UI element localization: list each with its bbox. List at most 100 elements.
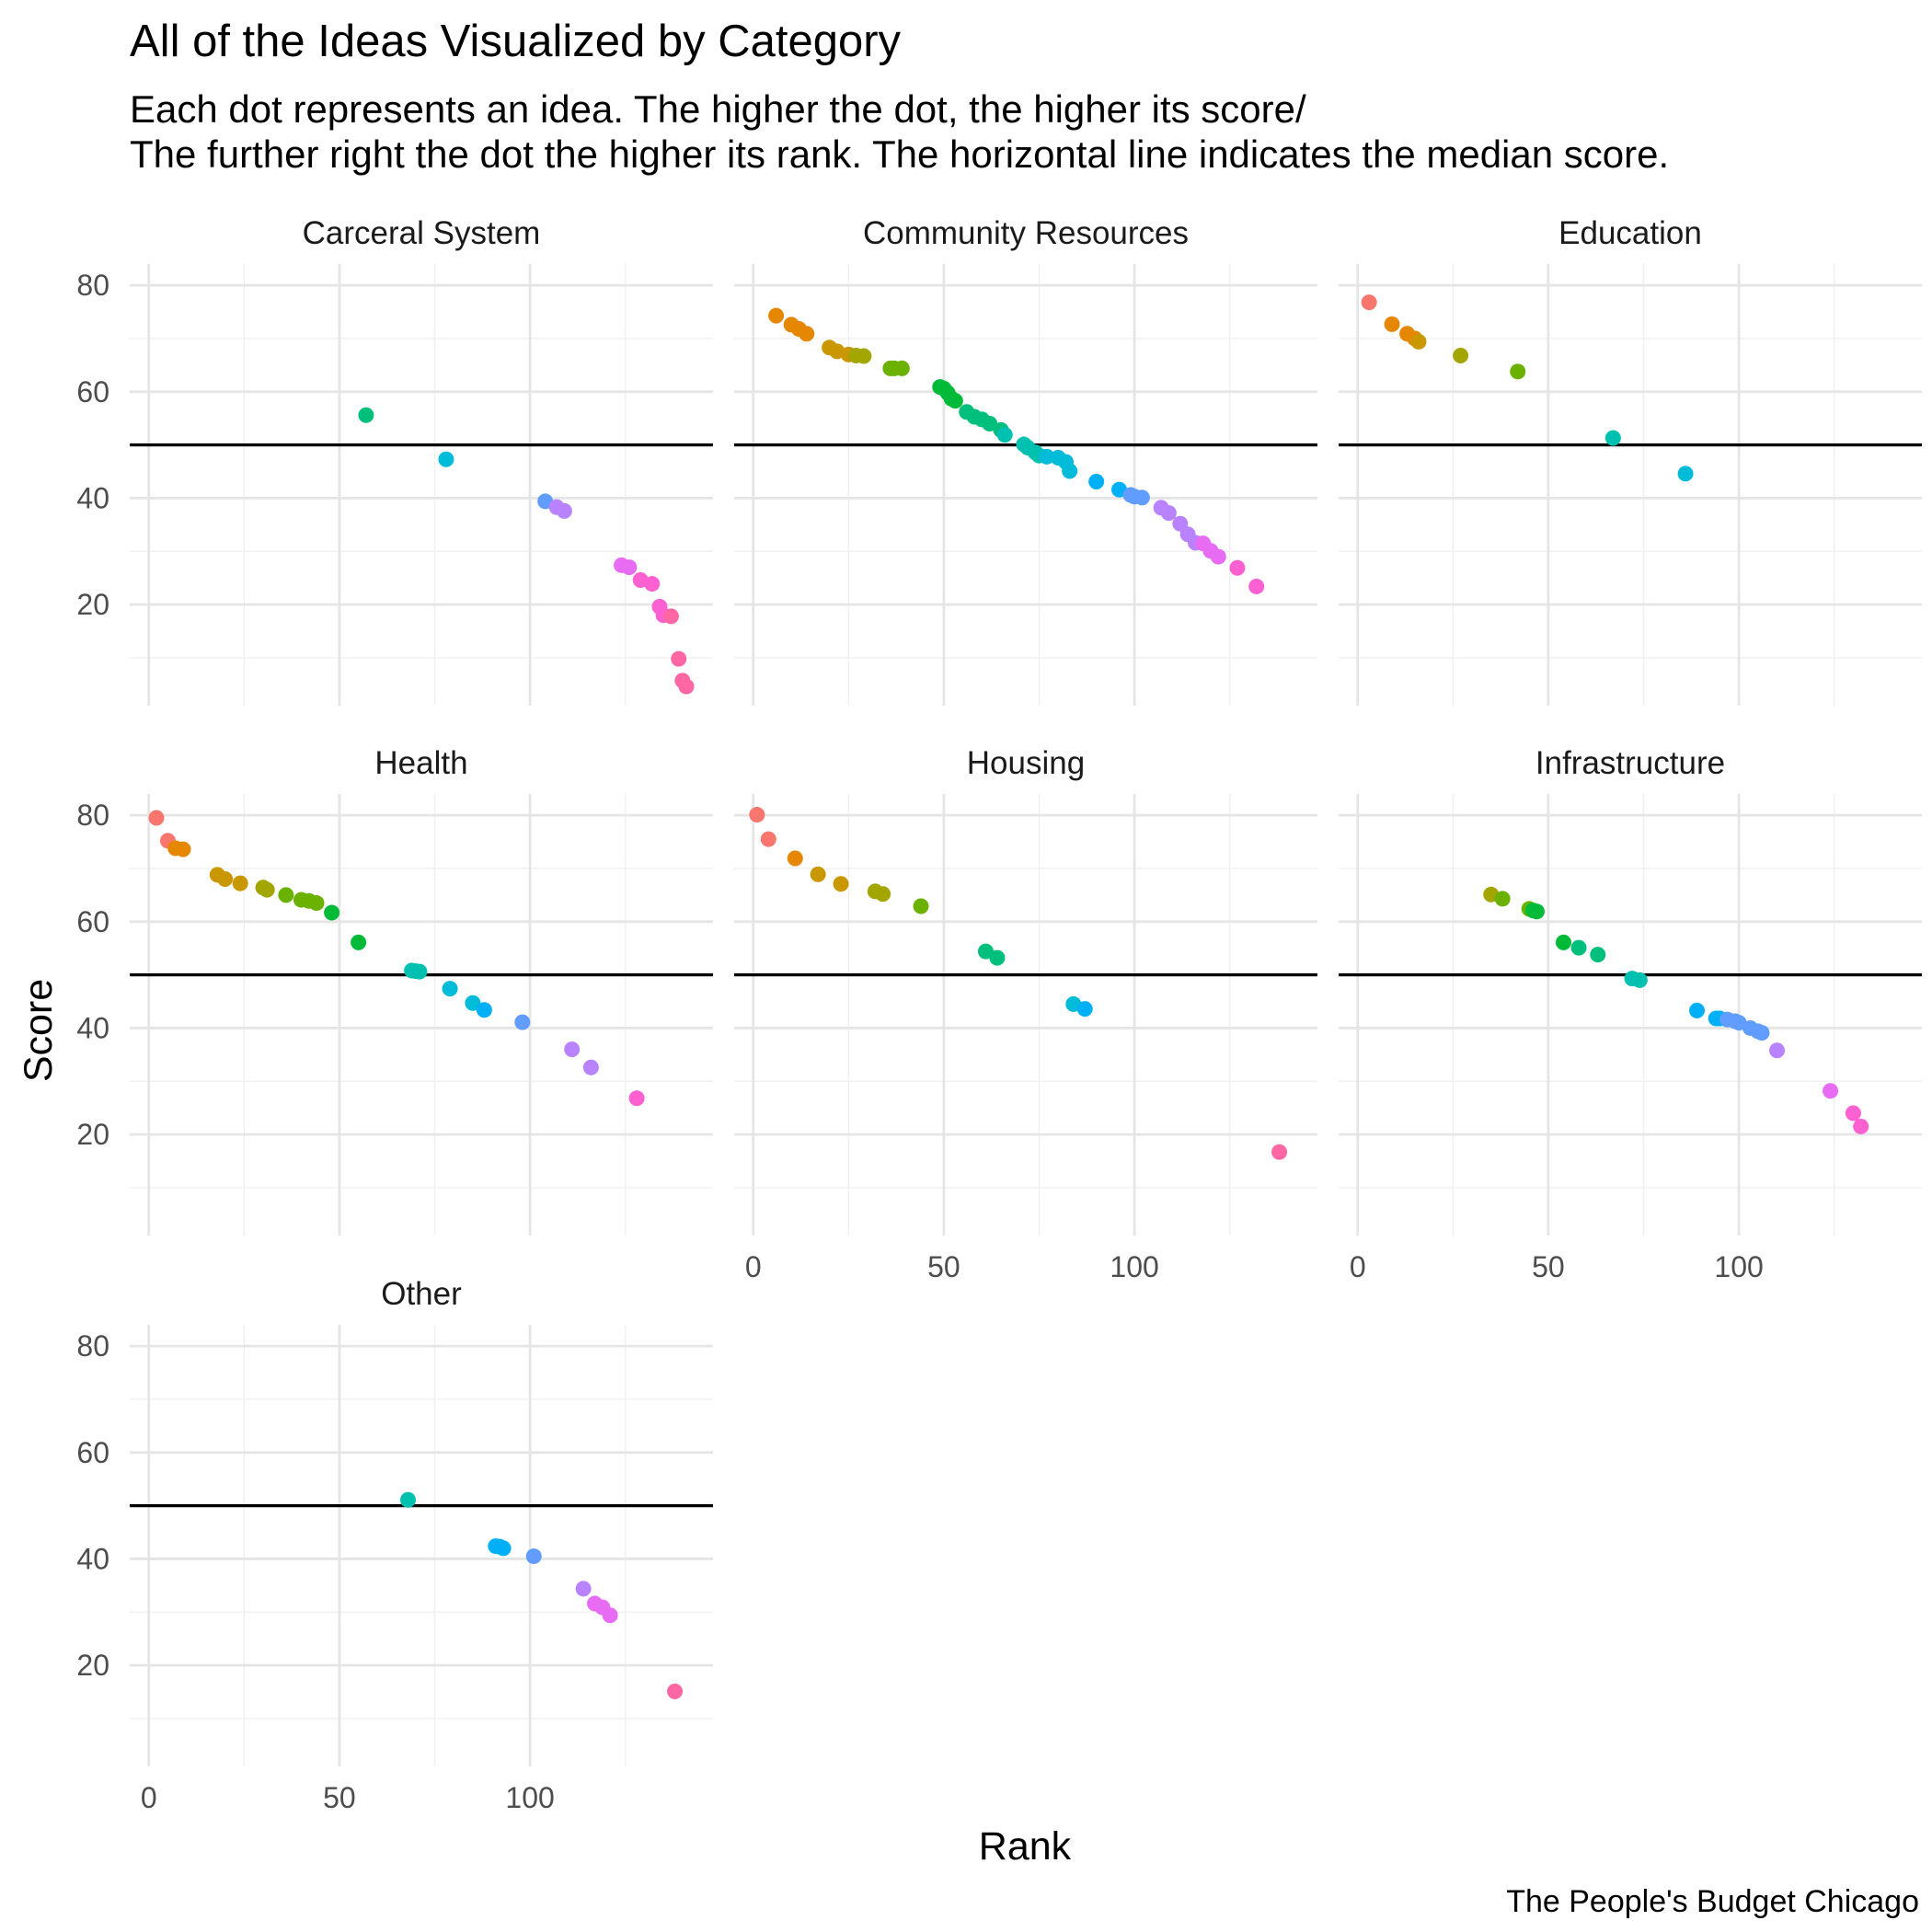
data-point <box>575 1581 592 1597</box>
data-point <box>1555 934 1571 950</box>
facet-label-education: Education <box>1558 215 1702 251</box>
data-point <box>358 407 374 423</box>
y-tick-label: 40 <box>76 481 109 514</box>
data-point <box>514 1014 531 1030</box>
x-tick-label: 0 <box>141 1781 157 1814</box>
data-point <box>1248 578 1265 594</box>
y-tick-label: 20 <box>76 1649 109 1682</box>
data-point <box>667 1683 684 1699</box>
data-point <box>621 559 638 576</box>
data-point <box>760 831 776 847</box>
y-axis-label: Score <box>17 979 61 1082</box>
data-point <box>351 934 367 950</box>
panel-carceral-system: Carceral System 20 40 60 80 <box>76 215 713 706</box>
panel-housing: Housing 0 50 100 <box>734 745 1317 1283</box>
x-tick-label: 100 <box>505 1781 554 1814</box>
data-point <box>893 360 910 376</box>
data-point <box>1088 474 1105 490</box>
y-tick-label: 60 <box>76 375 109 408</box>
facet-label-housing: Housing <box>967 745 1085 781</box>
data-point <box>525 1548 542 1565</box>
data-point <box>913 898 929 914</box>
x-tick-label: 50 <box>1532 1250 1565 1283</box>
data-point <box>1754 1025 1770 1041</box>
data-point <box>1410 333 1427 350</box>
data-point <box>856 348 872 364</box>
facet-label-carceral-system: Carceral System <box>303 215 541 251</box>
data-point <box>438 451 454 467</box>
data-point <box>399 1491 416 1508</box>
data-point <box>411 963 428 980</box>
data-point <box>148 810 165 826</box>
data-point <box>1528 903 1545 920</box>
data-point <box>1570 939 1587 956</box>
data-point <box>1689 1002 1706 1018</box>
x-tick-label: 100 <box>1714 1250 1763 1283</box>
data-point <box>810 866 826 882</box>
data-point <box>982 415 998 431</box>
panel-education: Education <box>1339 215 1922 706</box>
facet-panels: Carceral System 20 40 60 80 Community Resourc… <box>76 215 1922 1814</box>
data-point <box>1160 505 1177 522</box>
y-tick-label: 60 <box>76 1436 109 1469</box>
data-point <box>602 1607 618 1624</box>
data-point <box>175 841 191 857</box>
data-point <box>232 875 248 891</box>
data-point <box>996 427 1013 443</box>
panel-other: Other 20 40 60 80 0 50 100 <box>76 1276 713 1814</box>
y-tick-label: 60 <box>76 905 109 938</box>
facet-label-community-resources: Community Resources <box>863 215 1189 251</box>
x-tick-label: 0 <box>745 1250 762 1283</box>
data-point <box>1039 448 1055 465</box>
panel-community-resources: Community Resources <box>734 215 1317 706</box>
data-point <box>476 1002 492 1018</box>
data-point <box>217 871 234 888</box>
facet-label-other: Other <box>381 1276 462 1312</box>
x-tick-label: 50 <box>927 1250 960 1283</box>
chart-subtitle-line-2: The further right the dot the higher its… <box>130 132 1669 176</box>
data-point <box>1769 1042 1786 1059</box>
chart-title: All of the Ideas Visualized by Category <box>130 17 902 66</box>
data-point <box>662 608 679 625</box>
data-point <box>1510 363 1526 380</box>
data-point <box>465 995 481 1011</box>
data-point <box>644 576 661 592</box>
data-point <box>582 1059 599 1075</box>
data-point <box>1229 559 1246 576</box>
data-point <box>628 1090 645 1107</box>
data-point <box>1271 1144 1288 1160</box>
facet-label-infrastructure: Infrastructure <box>1535 745 1725 781</box>
data-point <box>1631 972 1648 988</box>
data-point <box>1133 489 1150 506</box>
data-point <box>259 881 275 898</box>
data-point <box>495 1540 512 1557</box>
data-point <box>1384 316 1400 332</box>
panel-health: Health 20 40 60 80 <box>76 745 713 1236</box>
y-tick-label: 40 <box>76 1011 109 1044</box>
data-point <box>1076 1001 1093 1018</box>
data-point <box>1361 294 1377 311</box>
data-point <box>1590 947 1606 963</box>
y-tick-label: 80 <box>76 799 109 832</box>
data-point <box>977 943 994 960</box>
data-point <box>308 895 325 912</box>
x-tick-label: 50 <box>323 1781 356 1814</box>
y-tick-label: 20 <box>76 588 109 621</box>
data-point <box>678 678 695 695</box>
data-point <box>1823 1083 1839 1099</box>
data-point <box>1845 1105 1861 1121</box>
data-point <box>1494 891 1511 907</box>
data-point <box>989 949 1006 966</box>
data-point <box>324 904 340 921</box>
panel-infrastructure: Infrastructure 0 50 100 <box>1339 745 1922 1283</box>
data-point <box>787 850 803 867</box>
data-point <box>1453 347 1469 363</box>
chart-subtitle-line-1: Each dot represents an idea. The higher … <box>130 87 1306 131</box>
data-point <box>564 1041 581 1058</box>
facet-label-health: Health <box>374 745 467 781</box>
x-tick-label: 100 <box>1110 1250 1158 1283</box>
data-point <box>1604 430 1621 446</box>
x-tick-label: 0 <box>1350 1250 1366 1283</box>
data-point <box>671 650 687 667</box>
